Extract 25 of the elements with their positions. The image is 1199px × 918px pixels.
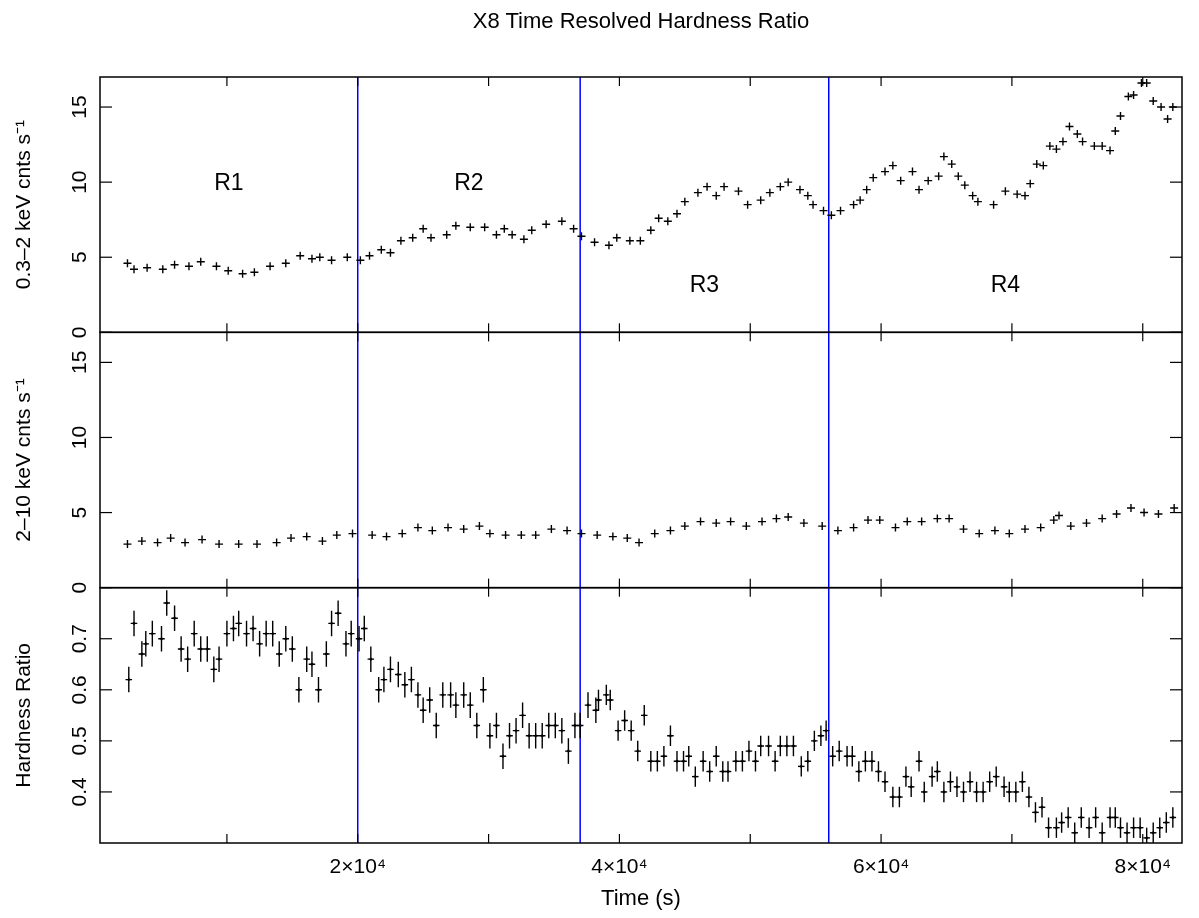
x-tick-label: 8×10⁴ xyxy=(1114,854,1171,877)
y-tick-label: 0.4 xyxy=(67,777,90,807)
annotation: R2 xyxy=(454,168,484,195)
x-tick-label: 4×10⁴ xyxy=(591,854,648,877)
y-tick-label: 10 xyxy=(67,425,90,450)
chart-title: X8 Time Resolved Hardness Ratio xyxy=(472,8,810,33)
annotation: R3 xyxy=(689,270,720,297)
y-axis-title: 2–10 keV cnts s⁻¹ xyxy=(11,378,34,542)
x-tick-label: 2×10⁴ xyxy=(329,854,386,877)
annotation: R1 xyxy=(214,168,244,195)
y-tick-label: 5 xyxy=(67,251,90,264)
y-tick-label: 0 xyxy=(67,581,90,594)
y-axis-title: 0.3–2 keV cnts s⁻¹ xyxy=(11,120,34,290)
x-axis-title: Time (s) xyxy=(601,885,681,910)
y-tick-label: 10 xyxy=(67,170,90,194)
y-tick-label: 0.5 xyxy=(67,726,90,756)
y-tick-label: 15 xyxy=(67,95,90,119)
y-tick-label: 0.6 xyxy=(67,675,90,705)
y-axis-title: Hardness Ratio xyxy=(11,642,34,788)
y-tick-label: 15 xyxy=(67,350,90,375)
annotation: R4 xyxy=(990,270,1021,297)
y-tick-label: 5 xyxy=(67,506,90,519)
y-tick-label: 0 xyxy=(67,326,90,339)
y-tick-label: 0.7 xyxy=(67,624,90,654)
x-tick-label: 6×10⁴ xyxy=(852,854,910,877)
